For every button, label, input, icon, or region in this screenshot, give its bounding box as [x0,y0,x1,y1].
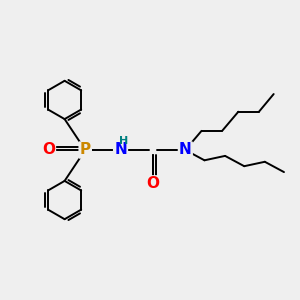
Text: O: O [146,176,159,191]
Text: N: N [179,142,192,158]
Text: O: O [42,142,55,158]
Text: P: P [80,142,91,158]
Text: H: H [119,136,129,146]
Text: N: N [114,142,127,158]
